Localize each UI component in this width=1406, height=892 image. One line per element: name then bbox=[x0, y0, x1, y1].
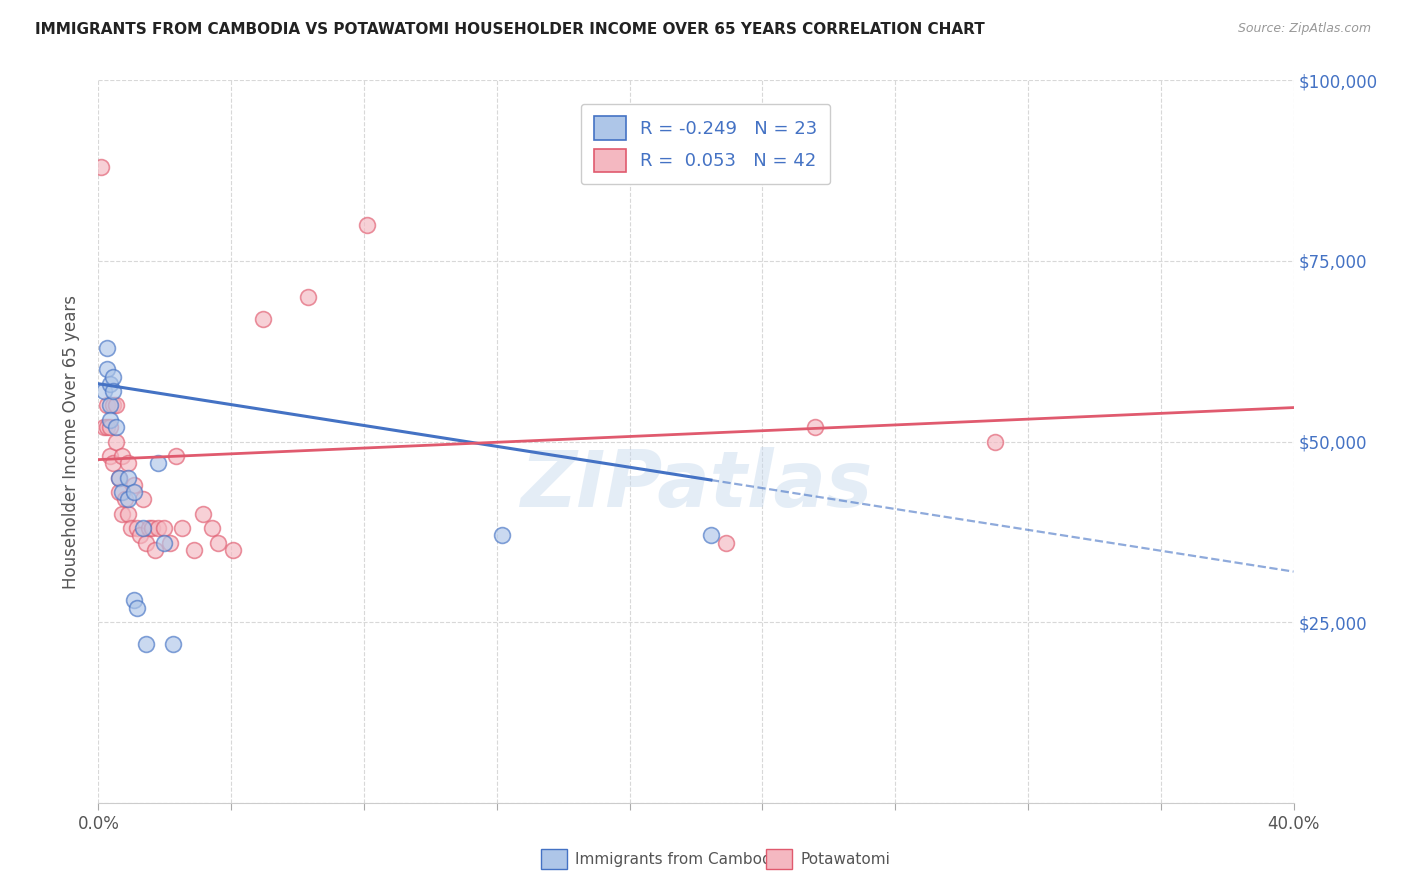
Point bbox=[120, 521, 142, 535]
Point bbox=[117, 507, 139, 521]
Point bbox=[153, 521, 176, 535]
Y-axis label: Householder Income Over 65 years: Householder Income Over 65 years bbox=[62, 294, 80, 589]
Point bbox=[804, 420, 827, 434]
Point bbox=[191, 507, 214, 521]
Point bbox=[93, 384, 115, 398]
Text: IMMIGRANTS FROM CAMBODIA VS POTAWATOMI HOUSEHOLDER INCOME OVER 65 YEARS CORRELAT: IMMIGRANTS FROM CAMBODIA VS POTAWATOMI H… bbox=[35, 22, 984, 37]
Point bbox=[96, 398, 118, 412]
Point bbox=[135, 637, 157, 651]
Point bbox=[159, 535, 181, 549]
Point bbox=[98, 449, 122, 463]
Point bbox=[111, 449, 134, 463]
Point bbox=[103, 384, 125, 398]
Point bbox=[129, 528, 152, 542]
Point bbox=[714, 535, 737, 549]
Point bbox=[491, 528, 513, 542]
Point bbox=[108, 470, 131, 484]
Point bbox=[207, 535, 229, 549]
Text: ZIPatlas: ZIPatlas bbox=[520, 447, 872, 523]
Point bbox=[984, 434, 1007, 449]
Point bbox=[105, 398, 128, 412]
Point bbox=[98, 413, 122, 427]
Point bbox=[105, 420, 128, 434]
Point bbox=[124, 593, 146, 607]
Text: Potawatomi: Potawatomi bbox=[800, 853, 890, 867]
Point bbox=[124, 485, 146, 500]
Point bbox=[356, 218, 378, 232]
Point bbox=[90, 160, 112, 174]
Point bbox=[297, 290, 319, 304]
Point bbox=[132, 521, 155, 535]
Point bbox=[127, 521, 149, 535]
Point bbox=[135, 535, 157, 549]
Point bbox=[117, 492, 139, 507]
Point bbox=[124, 478, 146, 492]
Point bbox=[148, 521, 170, 535]
Point bbox=[132, 492, 155, 507]
Point bbox=[127, 600, 149, 615]
Point bbox=[103, 369, 125, 384]
Legend: R = -0.249   N = 23, R =  0.053   N = 42: R = -0.249 N = 23, R = 0.053 N = 42 bbox=[581, 103, 831, 185]
Point bbox=[111, 485, 134, 500]
Point bbox=[172, 521, 194, 535]
Point bbox=[201, 521, 224, 535]
Point bbox=[252, 311, 274, 326]
Point bbox=[162, 637, 184, 651]
Point bbox=[93, 420, 115, 434]
Point bbox=[111, 507, 134, 521]
Text: Immigrants from Cambodia: Immigrants from Cambodia bbox=[575, 853, 786, 867]
Point bbox=[96, 420, 118, 434]
Point bbox=[138, 521, 160, 535]
Point bbox=[108, 485, 131, 500]
Point bbox=[96, 362, 118, 376]
Point bbox=[117, 456, 139, 470]
Point bbox=[105, 434, 128, 449]
Point bbox=[153, 535, 176, 549]
Point bbox=[117, 470, 139, 484]
Point bbox=[222, 542, 245, 557]
Point bbox=[183, 542, 205, 557]
Text: Source: ZipAtlas.com: Source: ZipAtlas.com bbox=[1237, 22, 1371, 36]
Point bbox=[103, 456, 125, 470]
Point bbox=[148, 456, 170, 470]
Point bbox=[98, 398, 122, 412]
Point bbox=[114, 492, 136, 507]
Point bbox=[141, 521, 163, 535]
Point bbox=[98, 420, 122, 434]
Point bbox=[700, 528, 723, 542]
Point bbox=[165, 449, 187, 463]
Point bbox=[143, 542, 166, 557]
Point bbox=[96, 341, 118, 355]
Point bbox=[103, 398, 125, 412]
Point bbox=[108, 470, 131, 484]
Point bbox=[98, 376, 122, 391]
